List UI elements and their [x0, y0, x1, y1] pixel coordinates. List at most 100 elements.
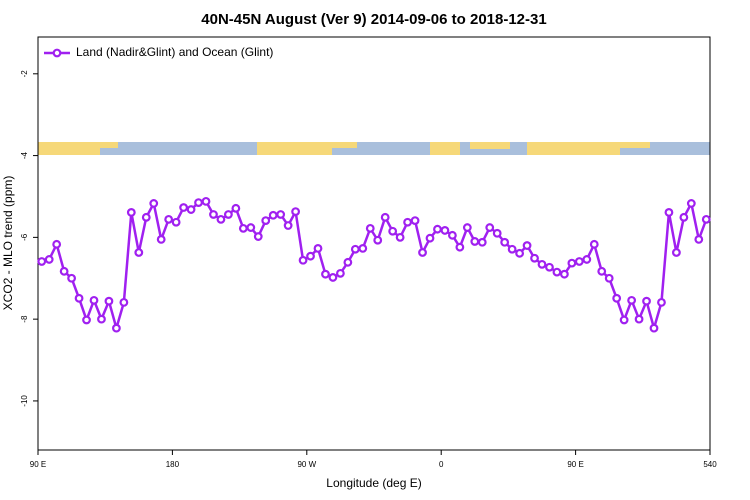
data-point — [179, 203, 189, 212]
data-point — [470, 237, 480, 246]
land-band — [430, 142, 460, 155]
data-point — [74, 293, 84, 303]
data-point — [238, 223, 248, 233]
data-point — [418, 248, 427, 257]
data-point — [574, 257, 584, 266]
data-point — [507, 244, 517, 254]
data-point — [52, 239, 62, 249]
data-point — [343, 257, 353, 267]
plot-frame — [37, 36, 711, 451]
x-axis-label: Longitude (deg E) — [326, 476, 421, 490]
data-point — [82, 315, 91, 325]
data-point — [679, 212, 689, 222]
data-point — [388, 226, 398, 236]
data-point — [336, 268, 345, 278]
data-point — [201, 196, 211, 206]
series-line — [41, 199, 708, 333]
data-point — [89, 295, 99, 305]
data-point — [701, 214, 711, 224]
data-point — [216, 214, 226, 224]
data-point — [612, 293, 622, 303]
chart-title: 40N-45N August (Ver 9) 2014-09-06 to 201… — [201, 11, 546, 28]
data-point — [380, 212, 390, 222]
land-band — [38, 142, 100, 155]
data-point — [530, 253, 539, 263]
land-band — [100, 142, 118, 148]
y-tick-label: -2 — [20, 70, 29, 78]
data-point — [313, 244, 323, 253]
data-point — [582, 255, 592, 264]
data-point — [492, 228, 502, 238]
x-tick-label: 0 — [439, 460, 444, 469]
x-tick-label: 90 W — [297, 460, 316, 469]
legend-marker — [52, 48, 62, 58]
data-point — [365, 223, 375, 233]
data-point — [194, 198, 203, 208]
data-point — [455, 242, 465, 252]
data-point — [253, 232, 263, 241]
data-point — [694, 235, 704, 244]
data-point — [433, 224, 442, 234]
data-point — [44, 255, 54, 264]
data-point — [403, 217, 413, 227]
data-point — [119, 297, 129, 307]
data-point — [223, 210, 233, 219]
data-point — [485, 223, 495, 232]
data-point — [306, 251, 315, 261]
data-point — [37, 257, 47, 266]
data-point — [291, 207, 301, 217]
data-point — [209, 210, 218, 219]
data-point — [522, 241, 532, 250]
data-point — [111, 323, 121, 333]
data-point — [597, 266, 607, 276]
data-point — [67, 273, 76, 283]
data-point — [97, 314, 106, 324]
data-point — [560, 269, 569, 279]
data-point — [500, 237, 510, 247]
data-point — [321, 269, 330, 279]
data-point — [268, 210, 278, 220]
data-point — [246, 223, 256, 232]
data-point — [642, 296, 651, 306]
data-point — [171, 217, 181, 227]
data-point — [552, 267, 562, 277]
data-point — [686, 199, 696, 208]
y-axis-label: XCO2 - MLO trend (ppm) — [1, 176, 15, 311]
land-band — [620, 142, 650, 148]
data-point — [657, 297, 666, 307]
data-point — [231, 203, 241, 213]
data-point — [664, 208, 674, 217]
data-point — [515, 248, 524, 258]
data-point — [672, 248, 681, 257]
y-tick-label: -6 — [20, 233, 29, 241]
land-band — [332, 142, 357, 148]
data-point — [373, 235, 383, 245]
data-point — [589, 239, 599, 249]
data-point — [358, 244, 368, 253]
x-tick-label: 540 — [703, 460, 717, 469]
data-point — [649, 323, 659, 333]
data-point — [537, 259, 547, 269]
data-point — [395, 232, 405, 242]
data-point — [350, 244, 360, 254]
data-point — [619, 315, 629, 325]
legend-label: Land (Nadir&Glint) and Ocean (Glint) — [76, 45, 273, 59]
x-tick-label: 180 — [166, 460, 180, 469]
data-point — [410, 216, 420, 226]
data-point — [59, 266, 69, 276]
data-point — [156, 235, 166, 244]
data-point — [186, 205, 196, 214]
data-point — [141, 212, 151, 222]
y-tick-label: -10 — [20, 395, 29, 407]
data-point — [604, 273, 614, 283]
data-point — [477, 237, 487, 247]
data-point — [149, 199, 159, 208]
x-tick-label: 90 E — [567, 460, 583, 469]
y-tick-label: -4 — [20, 151, 29, 159]
data-point — [448, 230, 457, 240]
y-tick-label: -8 — [20, 315, 29, 323]
data-point — [261, 216, 271, 226]
data-point — [283, 221, 293, 230]
data-point — [276, 210, 286, 219]
